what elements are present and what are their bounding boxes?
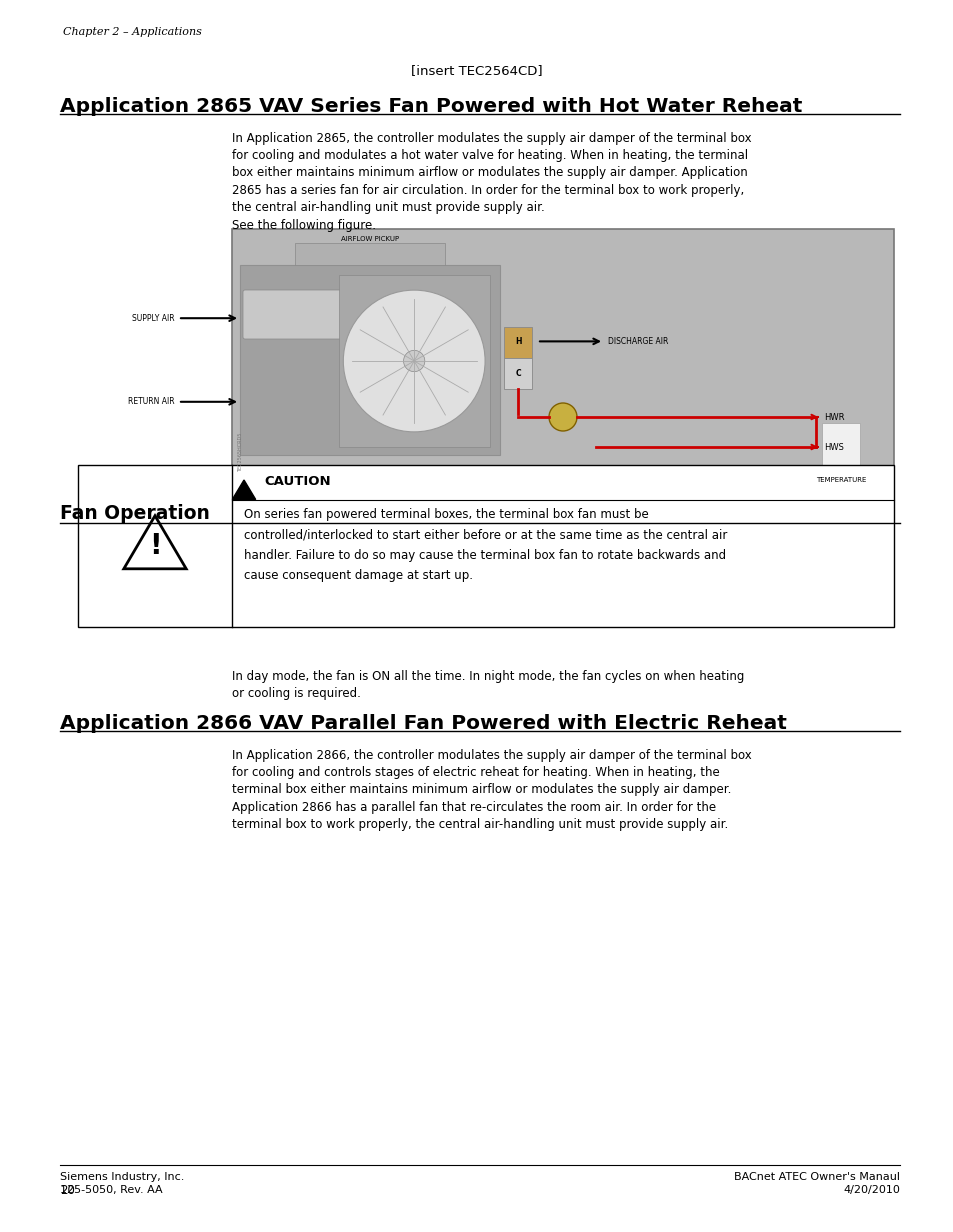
Text: CAUTION: CAUTION: [264, 476, 331, 488]
FancyBboxPatch shape: [240, 265, 499, 455]
Text: for cooling and modulates a hot water valve for heating. When in heating, the te: for cooling and modulates a hot water va…: [232, 149, 747, 163]
FancyBboxPatch shape: [503, 326, 532, 357]
Text: 2865 has a series fan for air circulation. In order for the terminal box to work: 2865 has a series fan for air circulatio…: [232, 184, 743, 197]
Polygon shape: [233, 480, 255, 499]
FancyBboxPatch shape: [503, 357, 532, 388]
FancyBboxPatch shape: [232, 229, 893, 477]
Text: TEMPERATURE: TEMPERATURE: [815, 477, 865, 483]
Text: 20: 20: [60, 1184, 74, 1198]
Text: In Application 2865, the controller modulates the supply air damper of the termi: In Application 2865, the controller modu…: [232, 132, 751, 145]
Text: Application 2866 VAV Parallel Fan Powered with Electric Reheat: Application 2866 VAV Parallel Fan Powere…: [60, 715, 786, 733]
Text: [insert TEC2564CD]: [insert TEC2564CD]: [411, 64, 542, 76]
Text: controlled/interlocked to start either before or at the same time as the central: controlled/interlocked to start either b…: [244, 529, 726, 542]
Text: handler. Failure to do so may cause the terminal box fan to rotate backwards and: handler. Failure to do so may cause the …: [244, 549, 725, 562]
FancyBboxPatch shape: [821, 423, 859, 473]
FancyBboxPatch shape: [243, 290, 347, 339]
Text: Fan Operation: Fan Operation: [60, 504, 210, 524]
FancyBboxPatch shape: [78, 464, 893, 627]
FancyBboxPatch shape: [294, 243, 444, 265]
Text: AIRFLOW PICKUP: AIRFLOW PICKUP: [340, 237, 398, 241]
Text: Chapter 2 – Applications: Chapter 2 – Applications: [63, 27, 202, 37]
Text: SUPPLY AIR: SUPPLY AIR: [132, 314, 174, 323]
Text: cause consequent damage at start up.: cause consequent damage at start up.: [244, 569, 473, 583]
Text: terminal box either maintains minimum airflow or modulates the supply air damper: terminal box either maintains minimum ai…: [232, 784, 731, 796]
Circle shape: [548, 403, 577, 431]
Text: Application 2865 VAV Series Fan Powered with Hot Water Reheat: Application 2865 VAV Series Fan Powered …: [60, 97, 801, 116]
Circle shape: [343, 290, 484, 432]
Text: 4/20/2010: 4/20/2010: [842, 1185, 899, 1195]
Circle shape: [403, 350, 424, 372]
Text: for cooling and controls stages of electric reheat for heating. When in heating,: for cooling and controls stages of elect…: [232, 766, 719, 779]
FancyBboxPatch shape: [338, 275, 489, 447]
Text: !: !: [149, 532, 161, 561]
Text: HWS: HWS: [823, 442, 843, 451]
Text: box either maintains minimum airflow or modulates the supply air damper. Applica: box either maintains minimum airflow or …: [232, 166, 747, 180]
Text: See the following figure.: See the following figure.: [232, 219, 375, 232]
Text: TEC2565HCRD5: TEC2565HCRD5: [237, 432, 243, 472]
Text: RETURN AIR: RETURN AIR: [129, 397, 174, 407]
Text: DISCHARGE AIR: DISCHARGE AIR: [607, 336, 668, 346]
Text: Application 2866 has a parallel fan that re-circulates the room air. In order fo: Application 2866 has a parallel fan that…: [232, 801, 716, 813]
Text: or cooling is required.: or cooling is required.: [232, 687, 360, 700]
Text: On series fan powered terminal boxes, the terminal box fan must be: On series fan powered terminal boxes, th…: [244, 508, 648, 521]
Text: terminal box to work properly, the central air-handling unit must provide supply: terminal box to work properly, the centr…: [232, 818, 727, 830]
Text: In day mode, the fan is ON all the time. In night mode, the fan cycles on when h: In day mode, the fan is ON all the time.…: [232, 670, 743, 683]
Text: C: C: [515, 368, 520, 377]
Text: BACnet ATEC Owner's Manaul: BACnet ATEC Owner's Manaul: [733, 1172, 899, 1181]
Text: H: H: [515, 336, 520, 346]
Text: the central air-handling unit must provide supply air.: the central air-handling unit must provi…: [232, 201, 544, 214]
Text: 125-5050, Rev. AA: 125-5050, Rev. AA: [60, 1185, 162, 1195]
Text: Siemens Industry, Inc.: Siemens Industry, Inc.: [60, 1172, 184, 1181]
Polygon shape: [124, 516, 186, 569]
Text: In Application 2866, the controller modulates the supply air damper of the termi: In Application 2866, the controller modu…: [232, 749, 751, 763]
Text: HWR: HWR: [823, 413, 843, 421]
